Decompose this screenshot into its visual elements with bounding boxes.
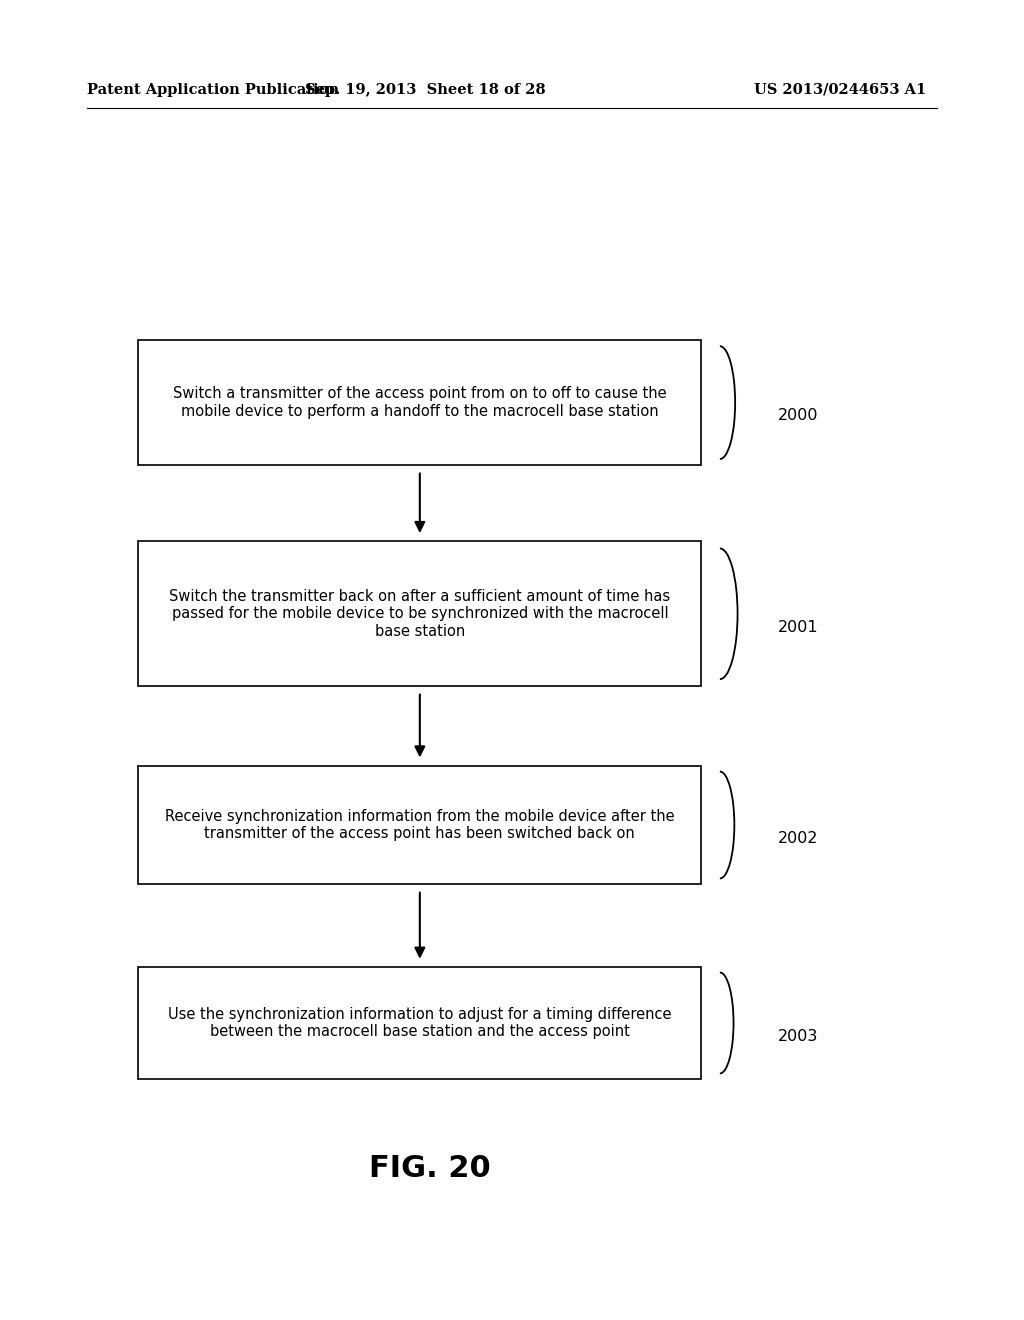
- Bar: [138, 966, 701, 1080]
- Text: Use the synchronization information to adjust for a timing difference
between th: Use the synchronization information to a…: [168, 1007, 672, 1039]
- Text: Switch a transmitter of the access point from on to off to cause the
mobile devi: Switch a transmitter of the access point…: [173, 387, 667, 418]
- Text: FIG. 20: FIG. 20: [370, 1154, 490, 1183]
- Bar: [138, 341, 701, 466]
- Text: Patent Application Publication: Patent Application Publication: [87, 83, 339, 96]
- Text: Receive synchronization information from the mobile device after the
transmitter: Receive synchronization information from…: [165, 809, 675, 841]
- Bar: [138, 766, 701, 884]
- Text: 2001: 2001: [778, 619, 819, 635]
- Text: Sep. 19, 2013  Sheet 18 of 28: Sep. 19, 2013 Sheet 18 of 28: [305, 83, 545, 96]
- Text: 2002: 2002: [778, 830, 819, 846]
- Text: 2000: 2000: [778, 408, 819, 424]
- Text: US 2013/0244653 A1: US 2013/0244653 A1: [754, 83, 926, 96]
- Bar: [138, 541, 701, 686]
- Text: Switch the transmitter back on after a sufficient amount of time has
passed for : Switch the transmitter back on after a s…: [169, 589, 671, 639]
- Text: 2003: 2003: [778, 1028, 818, 1044]
